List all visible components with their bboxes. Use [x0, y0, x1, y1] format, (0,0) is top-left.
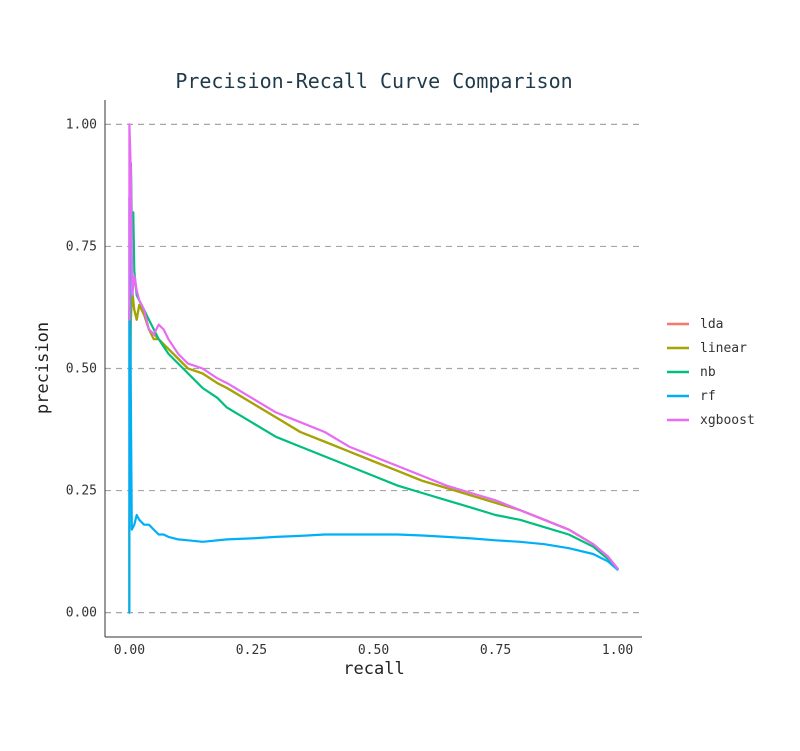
- y-tick-label: 0.50: [66, 362, 97, 377]
- legend-label-nb: nb: [700, 365, 716, 380]
- y-tick-label: 0.75: [66, 239, 97, 254]
- y-axis-title: precision: [33, 322, 53, 414]
- y-tick-label: 0.00: [66, 606, 97, 621]
- series-line-lda: [129, 295, 617, 612]
- chart-title: Precision-Recall Curve Comparison: [175, 69, 572, 93]
- series-line-nb: [129, 164, 617, 569]
- legend-label-linear: linear: [700, 341, 747, 356]
- x-tick-label: 0.50: [358, 643, 389, 658]
- y-tick-label: 0.25: [66, 484, 97, 499]
- series-line-linear: [129, 290, 617, 612]
- series-line-rf: [129, 198, 617, 613]
- legend-label-xgboost: xgboost: [700, 413, 755, 428]
- series-line-xgboost: [129, 124, 617, 568]
- x-tick-label: 1.00: [602, 643, 633, 658]
- y-tick-labels: 0.00 0.25 0.50 0.75 1.00: [66, 117, 97, 620]
- x-tick-labels: 0.00 0.25 0.50 0.75 1.00: [114, 643, 633, 658]
- x-tick-label: 0.00: [114, 643, 145, 658]
- x-tick-label: 0.75: [480, 643, 511, 658]
- legend-label-rf: rf: [700, 389, 716, 404]
- x-axis-title: recall: [343, 659, 404, 679]
- legend: lda linear nb rf xgboost: [667, 317, 755, 428]
- y-tick-label: 1.00: [66, 117, 97, 132]
- x-tick-label: 0.25: [236, 643, 267, 658]
- legend-label-lda: lda: [700, 317, 723, 332]
